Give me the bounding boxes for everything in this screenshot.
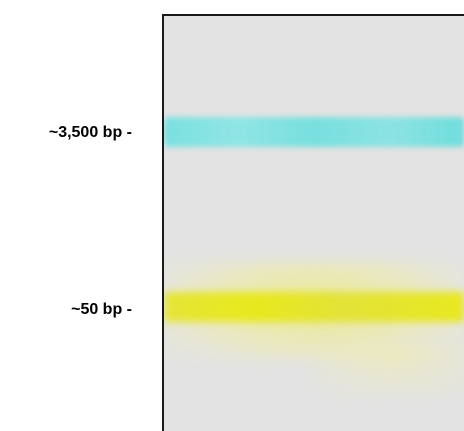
gel-lane-panel: [162, 14, 464, 431]
marker-label-3500bp: ~3,500 bp -: [48, 124, 132, 141]
marker-label-50bp: ~50 bp -: [71, 301, 132, 318]
yellow-band-smear: [314, 346, 464, 396]
yellow-band: [164, 292, 464, 322]
cyan-band: [164, 117, 464, 147]
